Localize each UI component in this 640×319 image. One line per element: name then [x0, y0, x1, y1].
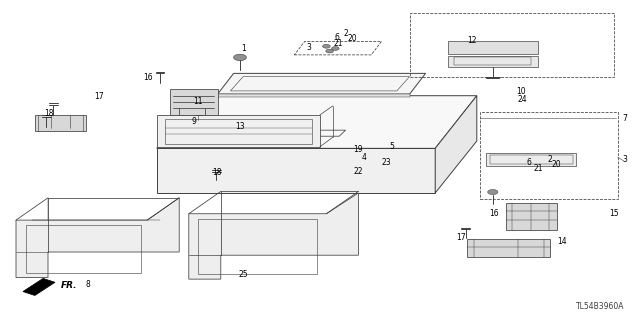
Text: 9: 9 [191, 117, 196, 126]
Circle shape [234, 54, 246, 61]
Polygon shape [218, 73, 426, 94]
Text: 4: 4 [362, 153, 367, 162]
Text: 21: 21 [333, 39, 343, 48]
Polygon shape [157, 148, 435, 193]
Polygon shape [467, 239, 550, 257]
Text: 21: 21 [533, 164, 543, 173]
Text: 19: 19 [353, 145, 363, 154]
Polygon shape [448, 41, 538, 54]
Text: 17: 17 [93, 92, 104, 101]
Text: 3: 3 [622, 155, 627, 164]
Circle shape [323, 44, 330, 48]
Text: 22: 22 [353, 167, 362, 176]
Text: 17: 17 [456, 234, 466, 242]
Polygon shape [448, 56, 538, 67]
Circle shape [533, 157, 542, 162]
Polygon shape [189, 193, 358, 279]
Text: 8: 8 [86, 280, 91, 289]
Polygon shape [23, 278, 55, 295]
Circle shape [354, 149, 360, 152]
Polygon shape [486, 153, 576, 166]
Text: 7: 7 [622, 114, 627, 122]
Circle shape [360, 145, 369, 150]
Polygon shape [170, 89, 218, 115]
Circle shape [527, 160, 536, 165]
Text: 2: 2 [548, 155, 552, 164]
Polygon shape [506, 203, 557, 230]
Circle shape [332, 47, 339, 50]
Text: 14: 14 [557, 237, 566, 246]
Polygon shape [157, 115, 320, 147]
Polygon shape [218, 94, 410, 97]
Text: 16: 16 [143, 73, 154, 82]
Text: 10: 10 [516, 87, 526, 96]
Text: 1: 1 [241, 44, 246, 53]
Polygon shape [35, 115, 86, 131]
Text: 20: 20 [348, 34, 357, 43]
Circle shape [488, 189, 498, 195]
Text: 6: 6 [526, 158, 531, 167]
Text: FR.: FR. [61, 281, 77, 290]
Text: 16: 16 [489, 209, 499, 218]
Text: 13: 13 [235, 122, 245, 131]
Text: 18: 18 [44, 109, 53, 118]
Circle shape [524, 154, 533, 159]
Text: 5: 5 [389, 142, 394, 151]
Polygon shape [157, 96, 477, 148]
Text: 23: 23 [381, 158, 392, 167]
Text: TL54B3960A: TL54B3960A [575, 302, 624, 311]
Text: 15: 15 [609, 209, 619, 218]
Circle shape [194, 120, 203, 124]
Text: 25: 25 [238, 270, 248, 279]
Polygon shape [435, 96, 477, 193]
Circle shape [326, 49, 333, 53]
Text: 18: 18 [212, 168, 221, 177]
Text: 24: 24 [517, 95, 527, 104]
Text: 12: 12 [468, 36, 477, 45]
Text: 20: 20 [552, 160, 561, 169]
Text: 3: 3 [306, 43, 311, 52]
Polygon shape [16, 198, 179, 278]
Text: 2: 2 [344, 29, 348, 38]
Text: 6: 6 [334, 33, 339, 41]
Text: 11: 11 [194, 97, 203, 106]
